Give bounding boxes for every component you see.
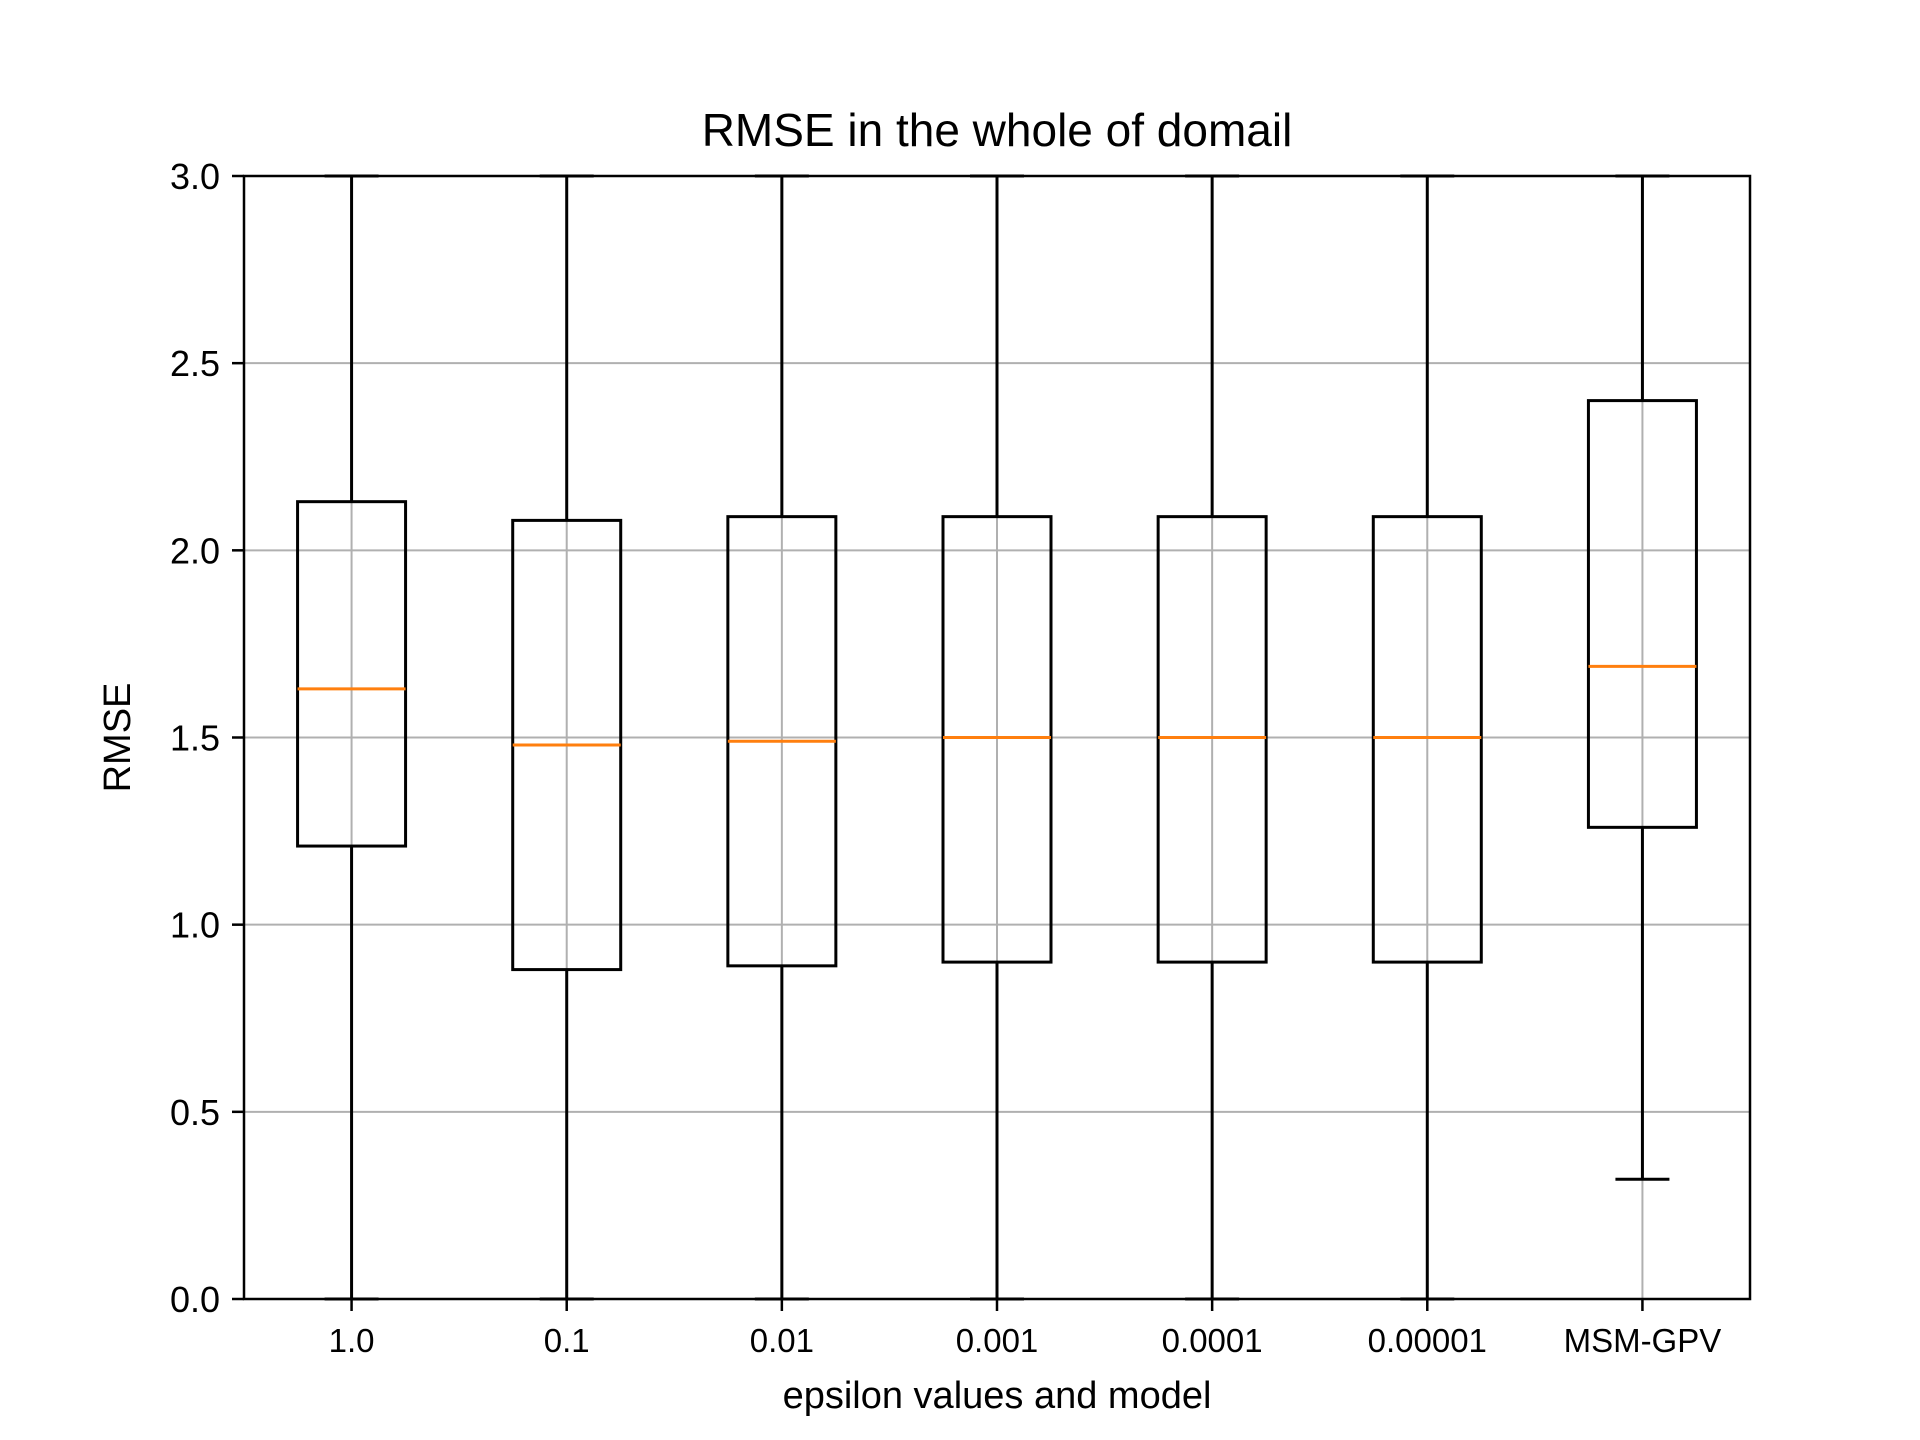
x-tick-label-2: 0.01: [750, 1322, 814, 1359]
box-6: [1586, 174, 1698, 1181]
x-tick-label-5: 0.00001: [1368, 1322, 1487, 1359]
x-axis: 1.0 0.1 0.01 0.001 0.0001 0.00001 MSM-GPV: [329, 1299, 1722, 1359]
y-tick-label-2: 1.0: [170, 905, 220, 946]
x-tick-label-6: MSM-GPV: [1564, 1322, 1722, 1359]
y-axis: 0.0 0.5 1.0 1.5 2.0 2.5 3.0: [170, 156, 244, 1320]
x-axis-label: epsilon values and model: [783, 1375, 1212, 1417]
chart-title: RMSE in the whole of domail: [702, 104, 1293, 156]
y-tick-label-6: 3.0: [170, 156, 220, 197]
box-rect-5: [1371, 515, 1483, 964]
box-3: [941, 174, 1053, 1301]
box-rect-3: [941, 515, 1053, 964]
x-tick-label-3: 0.001: [956, 1322, 1039, 1359]
y-tick-label-0: 0.0: [170, 1279, 220, 1320]
box-rect-4: [1156, 515, 1268, 964]
y-tick-label-5: 2.5: [170, 343, 220, 384]
y-tick-label-4: 2.0: [170, 530, 220, 571]
y-tick-label-3: 1.5: [170, 718, 220, 759]
y-tick-label-1: 0.5: [170, 1092, 220, 1133]
box-rect-6: [1586, 399, 1698, 829]
x-tick-label-0: 1.0: [329, 1322, 375, 1359]
x-tick-label-4: 0.0001: [1162, 1322, 1263, 1359]
box-rect-0: [296, 500, 408, 848]
x-tick-label-1: 0.1: [544, 1322, 590, 1359]
box-4: [1156, 174, 1268, 1301]
y-axis-label: RMSE: [97, 683, 139, 793]
